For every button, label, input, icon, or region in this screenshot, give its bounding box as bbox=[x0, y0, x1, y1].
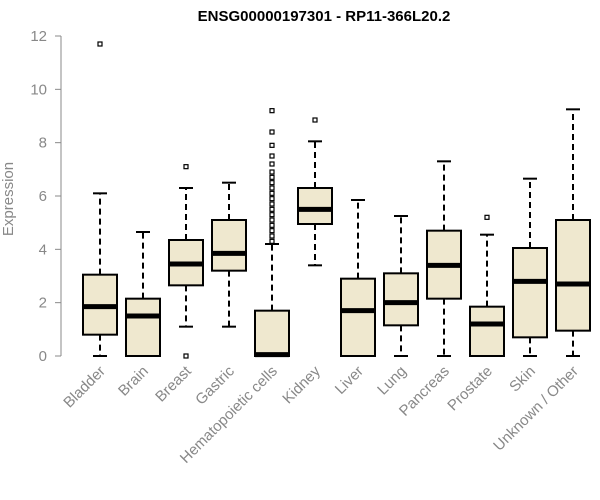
outlier-point bbox=[269, 153, 275, 159]
y-tick-label: 12 bbox=[30, 28, 47, 45]
x-tick-label: Breast bbox=[152, 362, 195, 405]
box-group bbox=[469, 214, 505, 357]
box-group bbox=[211, 181, 247, 328]
outlier-point bbox=[269, 201, 275, 207]
outlier-point bbox=[269, 238, 275, 244]
box bbox=[512, 247, 548, 339]
y-axis: 0 2 4 6 8 10 12 bbox=[30, 28, 62, 365]
x-tick-label: Skin bbox=[506, 363, 539, 396]
box-group bbox=[297, 117, 333, 267]
box-group bbox=[383, 215, 419, 357]
outlier-point bbox=[269, 161, 275, 167]
box bbox=[125, 297, 161, 357]
y-tick-label: 10 bbox=[30, 81, 47, 98]
plot-area bbox=[82, 41, 591, 359]
box-group bbox=[555, 108, 591, 357]
outlier-point bbox=[269, 212, 275, 218]
box-group bbox=[512, 177, 548, 357]
outlier-point bbox=[269, 190, 275, 196]
box bbox=[469, 305, 505, 357]
outlier-point bbox=[183, 353, 189, 359]
outlier-point bbox=[269, 233, 275, 239]
box-group bbox=[125, 231, 161, 357]
box-group bbox=[168, 164, 204, 359]
outlier-point bbox=[312, 117, 318, 123]
box bbox=[297, 187, 333, 225]
y-tick-label: 2 bbox=[39, 295, 47, 312]
x-tick-label: Brain bbox=[115, 363, 152, 400]
box-group bbox=[82, 41, 118, 357]
outlier-point bbox=[269, 129, 275, 135]
outlier-point bbox=[183, 164, 189, 170]
outlier-point bbox=[269, 142, 275, 148]
box-group bbox=[254, 108, 290, 358]
box bbox=[211, 219, 247, 272]
box bbox=[555, 219, 591, 332]
y-tick-label: 6 bbox=[39, 188, 47, 205]
outlier-point bbox=[269, 108, 275, 114]
y-tick-label: 4 bbox=[39, 241, 47, 258]
x-tick-label: Lung bbox=[374, 363, 410, 399]
x-tick-label: Prostate bbox=[444, 363, 496, 415]
outlier-point bbox=[269, 180, 275, 186]
y-tick-label: 0 bbox=[39, 348, 47, 365]
outlier-point bbox=[97, 41, 103, 47]
box-group bbox=[426, 160, 462, 357]
box-group bbox=[340, 199, 376, 357]
x-tick-label: Liver bbox=[332, 363, 367, 398]
box bbox=[383, 272, 419, 327]
outlier-point bbox=[269, 196, 275, 202]
outlier-point bbox=[269, 185, 275, 191]
outlier-point bbox=[269, 206, 275, 212]
x-tick-label: Kidney bbox=[279, 362, 324, 407]
outlier-point bbox=[269, 174, 275, 180]
outlier-point bbox=[484, 214, 490, 220]
x-tick-label: Bladder bbox=[60, 363, 109, 412]
outlier-point bbox=[269, 222, 275, 228]
y-tick-label: 8 bbox=[39, 135, 47, 152]
outlier-point bbox=[269, 169, 275, 175]
chart-title: ENSG00000197301 - RP11-366L20.2 bbox=[198, 8, 451, 25]
outlier-point bbox=[269, 217, 275, 223]
outlier-point bbox=[269, 228, 275, 234]
box bbox=[340, 277, 376, 357]
y-axis-label: Expression bbox=[0, 162, 17, 236]
box bbox=[254, 309, 290, 357]
